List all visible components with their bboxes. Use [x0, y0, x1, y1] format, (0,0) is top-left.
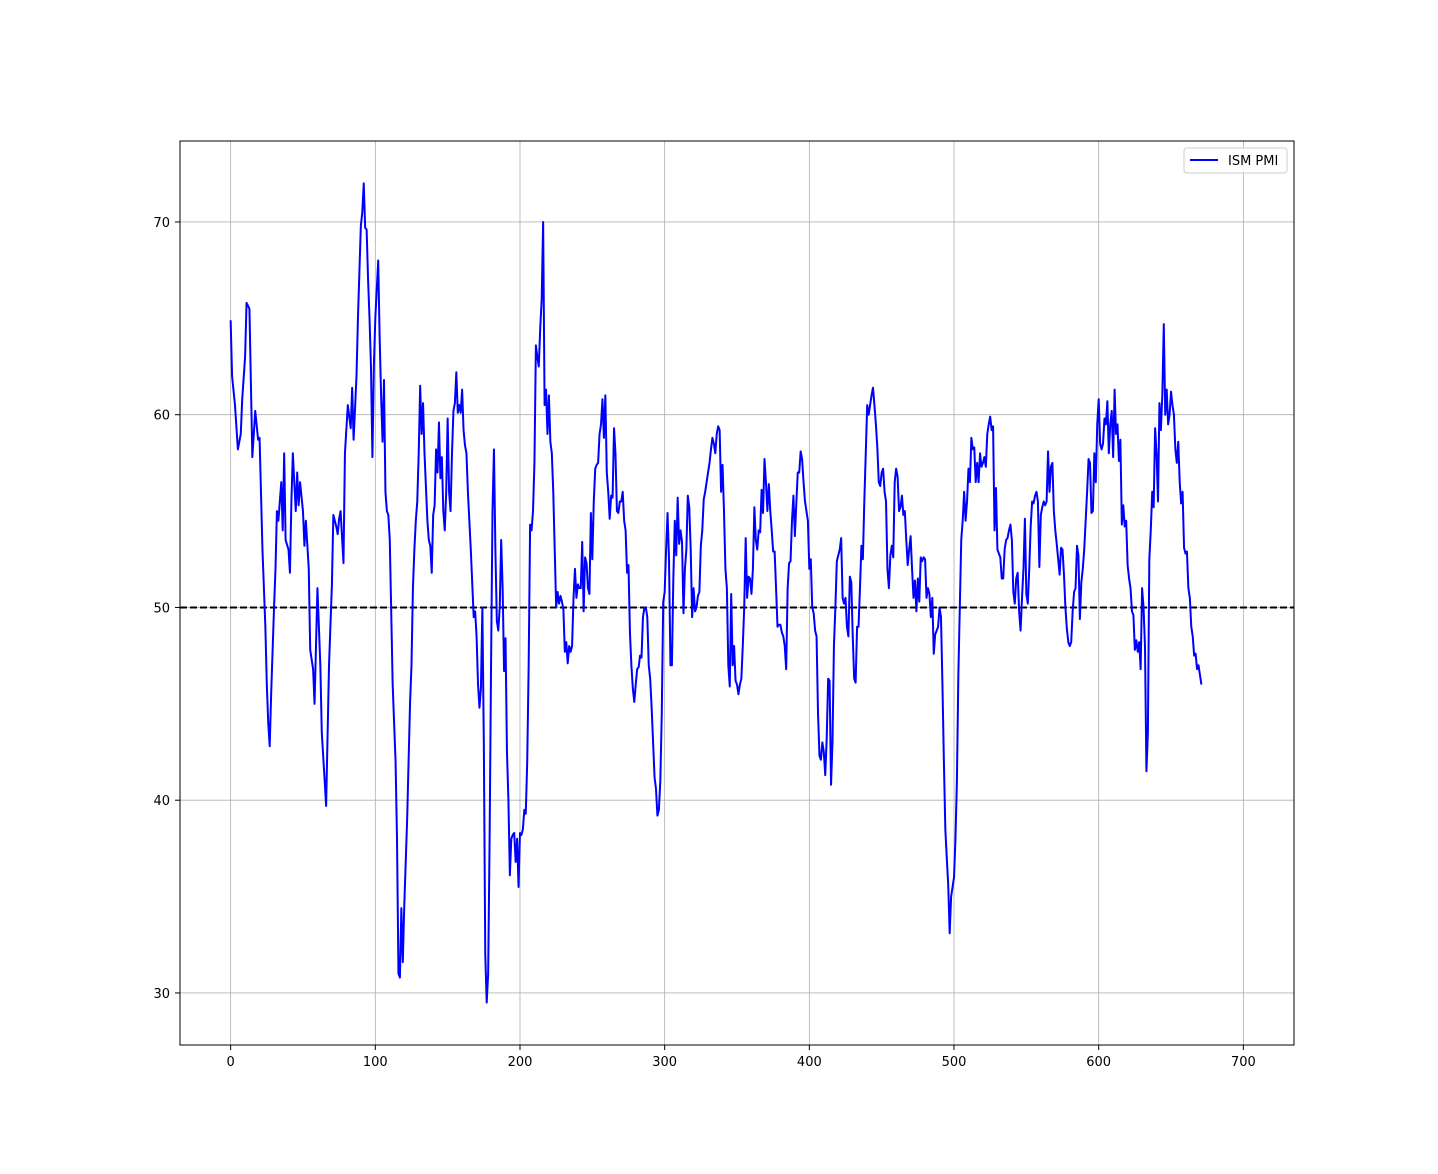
- x-tick-label: 400: [797, 1055, 822, 1070]
- y-tick-label: 50: [153, 601, 170, 616]
- y-tick-label: 70: [153, 216, 170, 231]
- y-tick-label: 30: [153, 987, 170, 1002]
- x-tick-label: 100: [363, 1055, 388, 1070]
- x-tick-label: 200: [508, 1055, 533, 1070]
- series-layer: [229, 182, 1203, 1004]
- x-tick-label: 600: [1086, 1055, 1111, 1070]
- legend-entry-ism-pmi: ISM PMI: [1228, 154, 1278, 169]
- x-tick-label: 0: [226, 1055, 234, 1070]
- y-tick-label: 40: [153, 794, 170, 809]
- y-axis: 30 40 50 60 70: [153, 216, 180, 1002]
- plot-area-frame: [179, 140, 1295, 1046]
- legend-box: [1183, 147, 1288, 174]
- y-tick-label: 60: [153, 409, 170, 424]
- x-tick-label: 500: [942, 1055, 967, 1070]
- x-axis: 0 100 200 300 400 500 600 700: [226, 1045, 1256, 1070]
- series-line-ism-pmi: [229, 182, 1203, 1004]
- x-tick-label: 300: [652, 1055, 677, 1070]
- legend: ISM PMI: [1183, 147, 1288, 174]
- x-tick-label: 700: [1231, 1055, 1256, 1070]
